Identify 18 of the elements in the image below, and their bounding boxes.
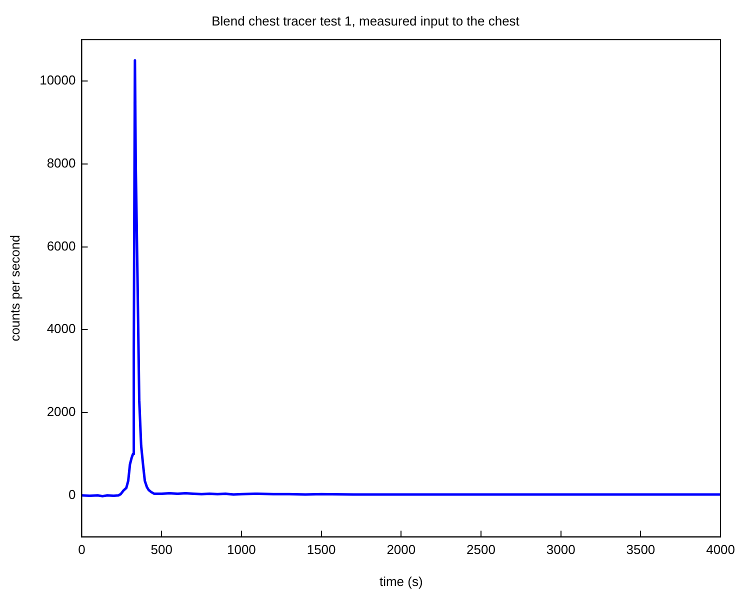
- y-tick-label: 2000: [46, 404, 76, 420]
- y-axis-title: counts per second: [7, 235, 22, 342]
- y-tick-label: 8000: [46, 155, 76, 170]
- x-axis-title: time (s): [379, 574, 423, 589]
- x-tick-label: 3000: [546, 542, 576, 558]
- x-tick-label: 3500: [626, 542, 656, 558]
- x-tick-label: 0: [78, 542, 86, 558]
- y-tick-label: 6000: [46, 238, 76, 254]
- x-tick-label: 2000: [386, 542, 416, 558]
- y-tick-label: 4000: [46, 321, 76, 336]
- x-tick-label: 500: [150, 542, 172, 558]
- x-tick-label: 2500: [466, 542, 496, 558]
- y-tick-label: 10000: [40, 72, 76, 88]
- x-tick-label: 1500: [306, 542, 336, 558]
- x-tick-label: 4000: [706, 542, 735, 558]
- chart-title: Blend chest tracer test 1, measured input to the chest: [212, 13, 520, 28]
- y-tick-label: 0: [68, 486, 76, 502]
- x-tick-label: 1000: [226, 542, 256, 558]
